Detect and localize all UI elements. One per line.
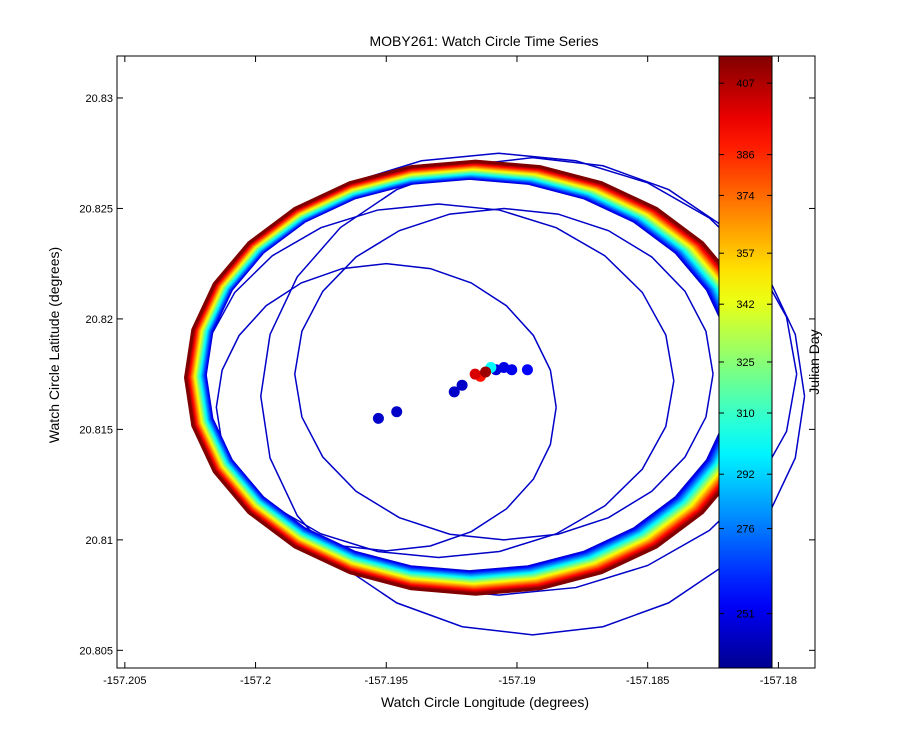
x-axis-label: Watch Circle Longitude (degrees) — [381, 694, 589, 710]
colorbar-tick-label: 310 — [736, 408, 754, 420]
y-tick-label: 20.825 — [79, 203, 113, 215]
watch-circle-track-5 — [215, 262, 557, 552]
position-point-3 — [448, 386, 460, 398]
y-tick-label: 20.83 — [85, 93, 113, 105]
position-point-11 — [469, 368, 481, 380]
position-point-8 — [521, 364, 533, 376]
y-tick-label: 20.805 — [79, 645, 113, 657]
x-tick-label: -157.18 — [760, 675, 797, 687]
y-tick-label: 20.81 — [85, 535, 113, 547]
colorbar-tick-label: 357 — [736, 248, 754, 260]
data-layer — [183, 152, 806, 636]
watch-circle-loop-40 — [183, 159, 768, 596]
colorbar-tick-label: 292 — [736, 469, 754, 481]
colorbar-tick-label: 386 — [736, 150, 754, 162]
colorbar-tick-label: 407 — [736, 78, 754, 90]
y-axis-label: Watch Circle Latitude (degrees) — [46, 247, 62, 443]
watch-circle-track-4 — [294, 207, 714, 541]
position-point-7 — [506, 364, 518, 376]
position-point-2 — [391, 406, 403, 418]
x-axis-ticks: -157.205 -157.2 -157.195 -157.19 -157.185 -15… — [103, 56, 797, 687]
plot-area — [117, 56, 815, 668]
x-tick-label: -157.2 — [240, 675, 271, 687]
chart-title: MOBY261: Watch Circle Time Series — [370, 33, 599, 49]
y-tick-label: 20.82 — [85, 314, 113, 326]
x-tick-label: -157.185 — [626, 675, 669, 687]
watch-circle-track-1 — [260, 156, 806, 636]
colorbar-tick-label: 325 — [736, 357, 754, 369]
colorbar-tick-label: 251 — [736, 609, 754, 621]
colorbar-label: Julian Day — [806, 329, 822, 394]
position-point-1 — [372, 412, 384, 424]
watch-circle-ring — [183, 159, 768, 596]
colorbar-tick-label: 276 — [736, 524, 754, 536]
x-tick-label: -157.19 — [498, 675, 535, 687]
colorbar-ticks: 251 276 292 310 325 342 357 374 386 407 — [719, 78, 772, 621]
colorbar-tick-label: 342 — [736, 299, 754, 311]
y-tick-label: 20.815 — [79, 424, 113, 436]
x-tick-label: -157.195 — [365, 675, 408, 687]
colorbar-tick-label: 374 — [736, 190, 754, 202]
plot-frame — [116, 55, 816, 669]
position-point-12 — [480, 366, 492, 378]
y-axis-ticks: 20.805 20.81 20.815 20.82 20.825 20.83 — [79, 93, 815, 657]
x-tick-label: -157.205 — [103, 675, 146, 687]
position-point-4 — [456, 379, 468, 391]
